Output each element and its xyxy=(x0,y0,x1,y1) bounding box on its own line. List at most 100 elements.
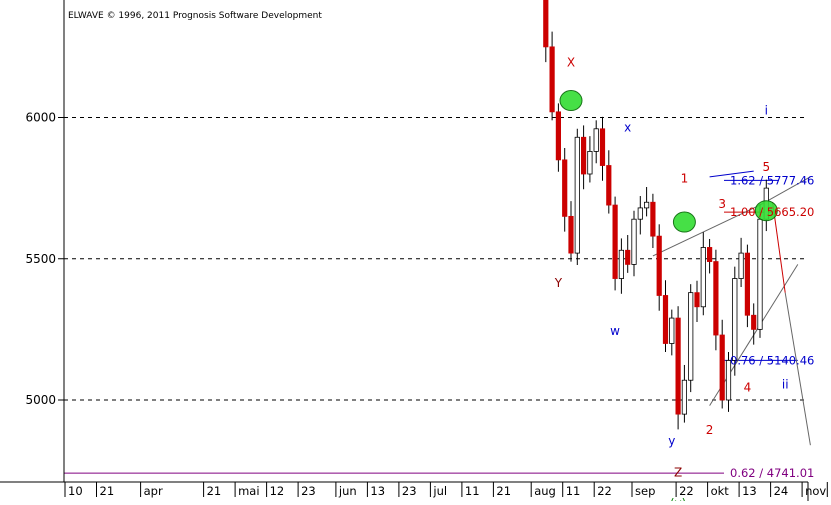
candle xyxy=(744,244,751,328)
x-tick-label: nov xyxy=(805,484,826,498)
wave-label: Z xyxy=(674,465,682,479)
candle-body xyxy=(644,201,650,209)
fib-level-label: 1.00 / 5665.20 xyxy=(730,205,814,219)
y-tick-label: 5000 xyxy=(25,393,56,407)
candle-body xyxy=(612,204,618,279)
projection-line-2 xyxy=(784,292,811,446)
candle xyxy=(562,148,568,232)
fibonacci-labels: 1.62 / 5777.46 1.00 / 5665.20 0.76 / 5140.… xyxy=(730,173,814,480)
wave-label: x xyxy=(624,121,631,135)
candle-body xyxy=(581,136,587,175)
candle-body xyxy=(675,317,681,415)
candle xyxy=(631,210,637,277)
x-tick-label: 13 xyxy=(742,484,757,498)
candle-body xyxy=(562,159,568,217)
y-tick-label: 6000 xyxy=(25,111,56,125)
candle xyxy=(681,364,688,423)
target-connector xyxy=(709,170,754,178)
candle-body xyxy=(719,334,725,401)
x-tick-label: jun xyxy=(338,484,357,498)
x-tick-label: 11 xyxy=(566,484,581,498)
highlight-marker xyxy=(559,90,583,112)
candle-body xyxy=(725,360,732,401)
candle xyxy=(644,186,650,217)
wave-label: y xyxy=(668,434,675,448)
x-tick-label: 24 xyxy=(774,484,789,498)
x-tick-label: 22 xyxy=(679,484,694,498)
candle xyxy=(593,120,599,164)
x-tick-label: apr xyxy=(144,484,163,498)
candle-body xyxy=(713,261,719,336)
x-tick-label: 13 xyxy=(370,484,385,498)
candle xyxy=(669,309,675,356)
candle xyxy=(555,103,562,172)
x-tick-label: aug xyxy=(534,484,556,498)
highlight-marker xyxy=(754,200,778,222)
y-axis-ticks: 500055006000650070007500 xyxy=(25,111,64,407)
highlight-marker xyxy=(672,211,696,233)
candle xyxy=(719,319,725,409)
candle-body xyxy=(568,215,574,254)
x-tick-label: 23 xyxy=(301,484,316,498)
candle xyxy=(757,203,763,338)
candle xyxy=(612,196,618,291)
x-tick-label: 21 xyxy=(496,484,511,498)
candle-body xyxy=(700,247,706,308)
candle-body xyxy=(543,0,549,48)
wave-label: Y xyxy=(554,276,563,290)
highlight-markers xyxy=(559,90,778,233)
wave-label: ii xyxy=(782,378,789,392)
candle xyxy=(732,266,738,376)
candle-body xyxy=(637,207,643,220)
candle xyxy=(675,306,681,430)
candle-body xyxy=(574,136,580,254)
wave-label: 3 xyxy=(718,197,726,211)
wave-label: w xyxy=(610,324,620,338)
candle-body xyxy=(618,249,625,279)
candle-body xyxy=(587,150,593,175)
candle xyxy=(688,284,694,393)
candle xyxy=(543,0,549,63)
candle-body xyxy=(549,46,555,113)
candle xyxy=(581,125,587,190)
candle-body xyxy=(738,252,744,279)
wave-label: i xyxy=(765,104,768,118)
candle-body xyxy=(707,247,713,262)
candle xyxy=(549,31,555,121)
candle xyxy=(568,201,574,262)
x-tick-label: okt xyxy=(711,484,730,498)
x-tick-label: 23 xyxy=(402,484,417,498)
candle-body xyxy=(757,218,763,330)
candle-body xyxy=(606,165,612,206)
fib-level-label: 0.62 / 4741.01 xyxy=(730,466,814,480)
x-tick-label: sep xyxy=(635,484,655,498)
x-tick-label: 10 xyxy=(68,484,83,498)
y-tick-label: 5500 xyxy=(25,252,56,266)
channel-upper-line xyxy=(652,204,761,257)
candle-body xyxy=(681,379,688,415)
x-tick-label: 21 xyxy=(100,484,115,498)
x-tick-label: 21 xyxy=(207,484,222,498)
wave-label: 4 xyxy=(744,381,752,395)
candle-body xyxy=(744,252,751,316)
candle xyxy=(662,280,669,352)
candle xyxy=(694,280,700,323)
candle xyxy=(725,351,732,412)
candle xyxy=(713,249,719,351)
candle-body xyxy=(662,295,669,344)
candle xyxy=(599,116,606,181)
copyright-text: ELWAVE © 1996, 2011 Prognosis Software D… xyxy=(68,11,322,21)
candlesticks xyxy=(543,0,769,430)
candle xyxy=(618,238,625,294)
candle xyxy=(751,303,757,345)
candle xyxy=(606,150,612,214)
x-tick-label: 22 xyxy=(597,484,612,498)
candle-body xyxy=(751,314,757,330)
fib-level-label: 1.62 / 5777.46 xyxy=(730,173,814,187)
candle xyxy=(574,128,580,265)
axes xyxy=(0,0,809,501)
x-tick-label: 11 xyxy=(465,484,480,498)
candle-body xyxy=(555,111,562,161)
wave-label: X xyxy=(567,56,575,70)
